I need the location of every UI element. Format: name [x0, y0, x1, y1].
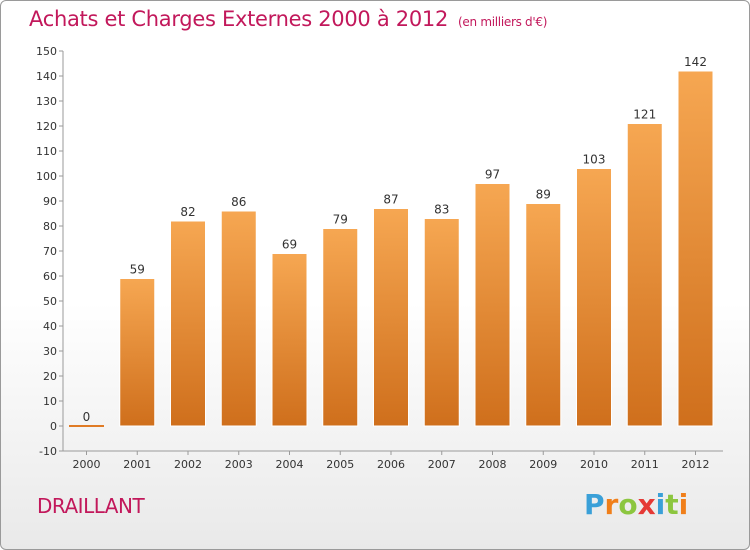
bar: [525, 203, 562, 427]
x-tick-label: 2009: [529, 458, 557, 471]
brand-letter: r: [604, 488, 619, 521]
data-label: 83: [434, 203, 449, 217]
brand-letter: i: [678, 488, 689, 521]
brand-letter: x: [637, 488, 656, 521]
bar: [576, 168, 612, 427]
data-label: 142: [684, 55, 707, 69]
x-tick-label: 2005: [326, 458, 354, 471]
brand-logo: Proxiti: [584, 488, 688, 521]
bars: [69, 70, 714, 427]
x-tick-label: 2008: [479, 458, 507, 471]
bar: [271, 253, 308, 427]
chart-title-text: Achats et Charges Externes 2000 à 2012: [29, 7, 449, 31]
value-labels: 0 59 82 86 69 79 87 83 97 89 103 121 142: [83, 55, 707, 424]
bar: [119, 278, 156, 427]
x-tick-label: 2012: [682, 458, 710, 471]
y-tick-label: 110: [36, 145, 57, 158]
y-tick-label: 40: [43, 320, 57, 333]
y-tick-label: 80: [43, 220, 57, 233]
data-label: 103: [583, 153, 606, 167]
data-label: 79: [333, 213, 348, 227]
data-label: 89: [536, 188, 551, 202]
y-tick-label: 20: [43, 370, 57, 383]
bar: [170, 220, 206, 427]
brand-letter: i: [655, 488, 666, 521]
y-tick-label: 100: [36, 170, 57, 183]
y-tick-label: 0: [50, 420, 57, 433]
y-tick-label: 90: [43, 195, 57, 208]
y-tick-label: 50: [43, 295, 57, 308]
x-tick-label: 2011: [631, 458, 659, 471]
x-tick-label: 2007: [428, 458, 456, 471]
commune-name: DRAILLANT: [37, 494, 145, 518]
bar: [626, 123, 663, 427]
data-label: 121: [633, 108, 656, 122]
data-label: 0: [83, 410, 91, 424]
x-tick-label: 2006: [377, 458, 405, 471]
chart-unit: (en milliers d'€): [458, 15, 548, 29]
x-tick-label: 2001: [123, 458, 151, 471]
chart-title: Achats et Charges Externes 2000 à 2012 (e…: [29, 7, 547, 31]
brand-letter: t: [665, 488, 679, 521]
x-tick-label: 2004: [276, 458, 304, 471]
data-label: 97: [485, 168, 500, 182]
brand-letter: o: [618, 488, 638, 521]
y-tick-label: 60: [43, 270, 57, 283]
y-tick-label: -10: [39, 445, 57, 458]
y-tick-label: 30: [43, 345, 57, 358]
bar: [423, 218, 460, 427]
data-label: 87: [383, 193, 398, 207]
y-tick-label: 70: [43, 245, 57, 258]
y-tick-label: 130: [36, 95, 57, 108]
y-tick-label: 150: [36, 45, 57, 58]
y-tick-label: 120: [36, 120, 57, 133]
data-label: 69: [282, 238, 297, 252]
bar: [220, 210, 257, 427]
bar: [373, 208, 409, 427]
x-tick-label: 2002: [174, 458, 202, 471]
axes: -10 0 10 20 30 40 50 60 70 80 90 100 110 120 130 140 150…: [36, 45, 723, 471]
x-tick-label: 2003: [225, 458, 253, 471]
data-label: 86: [231, 195, 246, 209]
y-tick-label: 140: [36, 70, 57, 83]
bar: [322, 228, 359, 427]
x-tick-label: 2010: [580, 458, 608, 471]
bar: [474, 183, 511, 427]
x-tick-label: 2000: [73, 458, 101, 471]
data-label: 82: [180, 205, 195, 219]
data-label: 59: [130, 263, 145, 277]
brand-letter: P: [584, 488, 605, 521]
y-tick-label: 10: [43, 395, 57, 408]
bar: [677, 70, 714, 427]
